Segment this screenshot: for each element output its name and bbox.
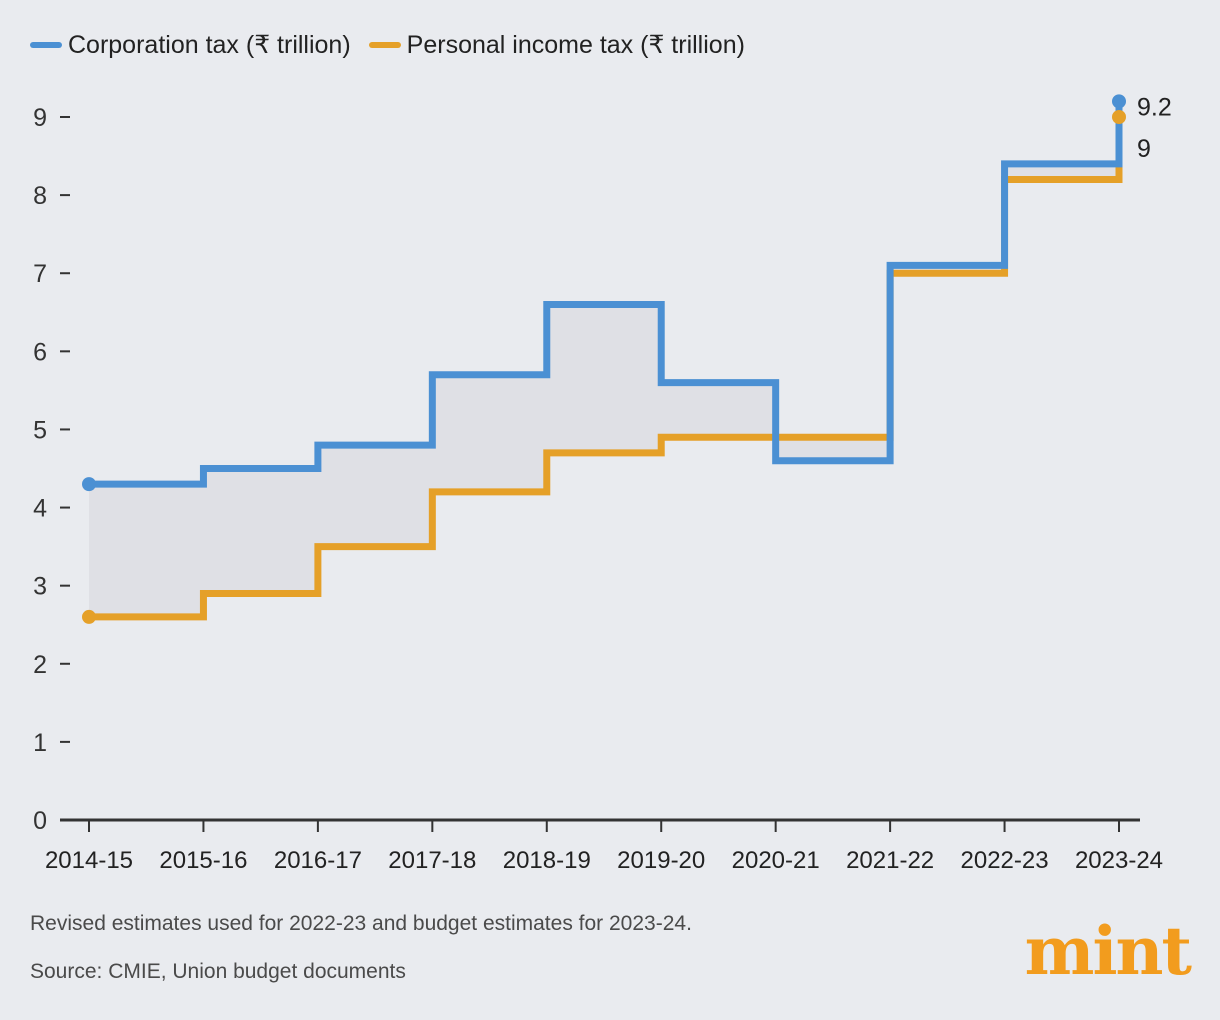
legend-label-corporation: Corporation tax (₹ trillion) (68, 31, 351, 59)
step-line-chart: 0 1 2 3 4 5 6 7 8 9 2014-15 2015-16 2016-17 2017-18 20… (33, 93, 1172, 874)
x-tick-label: 2015-16 (159, 847, 247, 874)
corporation-end-label: 9.2 (1137, 93, 1172, 121)
legend-swatch-personal (368, 42, 401, 48)
x-tick-label: 2022-23 (961, 847, 1049, 874)
y-tick-label: 5 (33, 416, 47, 444)
corporation-end-dot (1112, 94, 1126, 109)
y-tick-label: 2 (33, 651, 47, 679)
personal-start-dot (82, 609, 96, 624)
y-tick-label: 3 (33, 573, 47, 601)
legend-item-corporation: Corporation tax (₹ trillion) (30, 30, 351, 60)
footnote-revised: Revised estimates used for 2022-23 and b… (30, 912, 692, 935)
series-line-corporation-tax (89, 101, 1123, 488)
y-tick-label: 8 (33, 182, 47, 210)
x-tick-label: 2016-17 (274, 847, 362, 874)
source-note: Source: CMIE, Union budget documents (30, 960, 406, 983)
y-tick-label: 9 (33, 104, 47, 132)
x-tick-label: 2021-22 (846, 847, 934, 874)
corporation-start-dot (82, 477, 96, 492)
legend-item-personal: Personal income tax (₹ trillion) (368, 30, 745, 60)
x-tick-label: 2018-19 (503, 847, 591, 874)
personal-end-label: 9 (1137, 135, 1151, 163)
mint-logo: mint (1024, 912, 1192, 990)
x-tick-label: 2020-21 (732, 847, 820, 874)
y-tick-label: 0 (33, 807, 47, 835)
y-tick-label: 1 (33, 729, 47, 757)
y-tick-label: 7 (33, 260, 47, 288)
personal-end-dot (1112, 110, 1126, 124)
y-tick-label: 4 (33, 495, 47, 523)
x-tick-label: 2014-15 (45, 847, 133, 874)
y-tick-label: 6 (33, 338, 47, 366)
x-tick-label: 2017-18 (388, 847, 476, 874)
legend-label-personal: Personal income tax (₹ trillion) (406, 31, 745, 59)
x-tick-label: 2023-24 (1075, 847, 1163, 874)
chart-legend: Corporation tax (₹ trillion) Personal in… (30, 30, 745, 60)
area-between-series (89, 101, 1119, 617)
legend-swatch-corporation (30, 42, 62, 48)
x-tick-label: 2019-20 (617, 847, 705, 874)
